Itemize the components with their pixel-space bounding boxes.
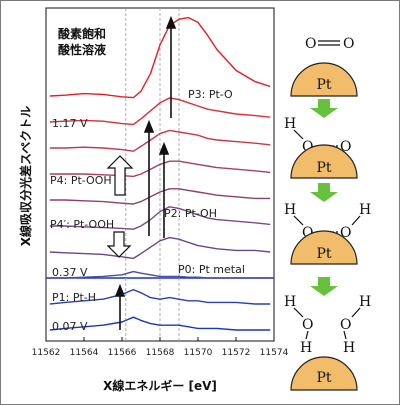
bond-h-o-2a: [293, 215, 304, 226]
pt-label-3: Pt: [316, 246, 331, 262]
spectrum-line-2: [49, 129, 271, 152]
peak-label-p4: P4: Pt-OOH: [50, 174, 112, 187]
voltage-label-high: 1.17 V: [52, 117, 88, 130]
pt-surface-1: [290, 62, 358, 97]
arrow-p2-upper-head: [143, 119, 155, 133]
peak-label-p3: P3: Pt-O: [188, 88, 233, 101]
condition-label-line2: 酸性溶液: [58, 42, 106, 57]
atom-o-2a: O: [302, 225, 313, 241]
pt-surface-3: [290, 230, 358, 265]
step-2oh: H O O H Pt: [284, 202, 371, 265]
atom-h-3a: H: [284, 294, 296, 310]
bond-o-h-3b: [305, 330, 309, 340]
bond-h-o-3a: [293, 307, 304, 318]
y-axis-title: X線吸収分光差スペクトル: [18, 106, 33, 246]
atom-h-3d: H: [359, 294, 371, 310]
spectrum-line-1: [49, 97, 271, 126]
pt-label-1: Pt: [316, 77, 331, 93]
bond-o-h-2b: [351, 215, 361, 226]
voltage-label-low: 0.07 V: [52, 320, 88, 333]
spectrum-line-0: [49, 16, 271, 99]
peak-label-p4prime: P4′: Pt-OOH: [50, 218, 114, 231]
step-2h2o: H O H H O H Pt: [284, 294, 371, 391]
green-arrow-2: [310, 183, 338, 202]
condition-label-line1: 酸素飽和: [58, 26, 106, 41]
green-arrow-3: [310, 277, 338, 296]
arrow-p1-head: [114, 283, 126, 297]
peak-label-p2: P2: Pt-OH: [164, 207, 217, 220]
atom-h-2b: H: [359, 202, 371, 218]
peak-label-p1: P1: Pt-H: [52, 291, 96, 304]
bond-o-h-3d: [351, 307, 361, 318]
x-tick-label-1: 11564: [70, 348, 99, 358]
pt-surface-2: [290, 144, 358, 179]
x-ticks: 11562 11564 11566 11568 11570 11572 11574: [32, 337, 289, 358]
atom-o-3b: O: [340, 317, 351, 333]
green-arrow-1: [310, 99, 338, 118]
arrow-p3-head: [165, 15, 177, 29]
atom-h-3b: H: [300, 340, 312, 356]
hollow-arrow-down: [106, 231, 132, 258]
spectrum-line-7: [49, 270, 271, 279]
atom-o-2: O: [340, 139, 351, 155]
reference-lines: [125, 8, 180, 341]
reaction-mechanism: O O Pt H O O Pt H O O: [284, 36, 371, 391]
bond-h-o: [293, 129, 304, 140]
x-axis-title: X線エネルギー [eV]: [103, 378, 217, 393]
atom-o-2b: O: [340, 225, 351, 241]
x-tick-label-4: 11570: [184, 348, 213, 358]
x-tick-label-5: 11572: [222, 348, 251, 358]
bond-o-h-3c: [343, 330, 347, 340]
x-tick-label-6: 11574: [260, 348, 289, 358]
x-tick-label-0: 11562: [32, 348, 61, 358]
pt-label-2: Pt: [316, 160, 331, 176]
atom-o-left: O: [305, 36, 316, 52]
spectrum-line-6: [49, 236, 271, 260]
atom-o-1: O: [302, 139, 313, 155]
pt-surface-4: [290, 356, 358, 391]
spectrum-line-8: [49, 288, 271, 305]
pt-label-4: Pt: [316, 370, 331, 386]
x-tick-label-2: 11566: [108, 348, 137, 358]
hollow-arrow-up: [106, 155, 134, 196]
atom-o-3a: O: [302, 317, 313, 333]
spectrum-line-4: [49, 188, 271, 205]
peak-label-p0: P0: Pt metal: [178, 263, 245, 276]
hollow-arrows: [106, 155, 134, 258]
atom-h-1: H: [284, 116, 296, 132]
spectrum-line-9: [49, 316, 271, 331]
atom-h-3c: H: [343, 340, 355, 356]
voltage-label-mid: 0.37 V: [52, 266, 88, 279]
atom-o-right: O: [343, 36, 354, 52]
x-tick-label-3: 11568: [146, 348, 175, 358]
peak-arrows: [114, 15, 177, 330]
step-ooh: H O O Pt: [284, 116, 358, 179]
arrow-p2-lower-head: [158, 141, 170, 155]
step-o2: O O Pt: [290, 36, 358, 97]
atom-h-2a: H: [284, 202, 296, 218]
